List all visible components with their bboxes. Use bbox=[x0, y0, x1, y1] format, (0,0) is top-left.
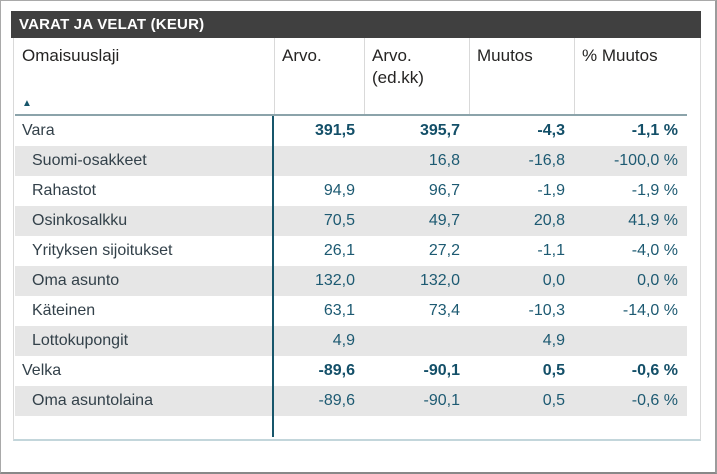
cell-value: 395,7 bbox=[419, 122, 460, 139]
column-header-label: % Muutos bbox=[582, 46, 658, 65]
cell-value: 70,5 bbox=[274, 206, 364, 236]
cell-value: 96,7 bbox=[428, 182, 460, 199]
column-header-label: Arvo. bbox=[372, 46, 412, 65]
cell-value: -4,0 % bbox=[631, 242, 678, 259]
cell-label: Velka bbox=[15, 356, 274, 386]
cell-value: -4,3 bbox=[537, 122, 565, 139]
cell-value: 73,4 bbox=[428, 302, 460, 319]
table-row-osinkosalkku[interactable]: Osinkosalkku 70,5 49,7 20,8 41,9 % bbox=[15, 206, 687, 236]
cell-value: -89,6 bbox=[274, 386, 364, 416]
table-row-k-teinen[interactable]: Käteinen 63,1 73,4 -10,3 -14,0 % bbox=[15, 296, 687, 326]
cell-value: -1,9 % bbox=[631, 182, 678, 199]
cell-value: 27,2 bbox=[428, 242, 460, 259]
table-header-row: Omaisuuslaji ▲ Arvo. Arvo. (ed.kk) Muutos % Mu… bbox=[15, 38, 687, 116]
column-header-muutos[interactable]: % Muutos bbox=[574, 38, 687, 114]
cell-value: 26,1 bbox=[323, 242, 355, 259]
cell-value: -1,1 bbox=[537, 242, 565, 259]
cell-value: -89,6 bbox=[318, 362, 355, 379]
cell-value: 16,8 bbox=[364, 146, 469, 176]
cell-value: 391,5 bbox=[314, 122, 355, 139]
cell-value bbox=[364, 326, 469, 356]
visual-title: VARAT JA VELAT (KEUR) bbox=[11, 11, 701, 38]
cell-value: -90,1 bbox=[364, 386, 469, 416]
cell-value: 132,0 bbox=[274, 266, 364, 296]
cell-value: -100,0 % bbox=[574, 146, 687, 176]
cell-label: Lottokupongit bbox=[15, 326, 274, 356]
cell-value: 4,9 bbox=[469, 326, 574, 356]
cell-value: 63,1 bbox=[323, 302, 355, 319]
cell-value: -14,0 % bbox=[622, 302, 678, 319]
table-row-vara[interactable]: Vara 391,5 395,7 -4,3 -1,1 % bbox=[15, 116, 687, 146]
cell-value: 0,0 bbox=[469, 266, 574, 296]
column-header-omaisuuslaji[interactable]: Omaisuuslaji ▲ bbox=[15, 38, 274, 114]
cell-value: 4,9 bbox=[274, 326, 364, 356]
cell-value: -90,1 bbox=[423, 362, 460, 379]
table-row-lottokupongit[interactable]: Lottokupongit 4,9 4,9 bbox=[15, 326, 687, 356]
table-row-rahastot[interactable]: Rahastot 94,9 96,7 -1,9 -1,9 % bbox=[15, 176, 687, 206]
table-row-oma-asuntolaina[interactable]: Oma asuntolaina -89,6 -90,1 0,5 -0,6 % bbox=[15, 386, 687, 416]
sort-ascending-icon[interactable]: ▲ bbox=[22, 98, 32, 109]
cell-label: Rahastot bbox=[15, 176, 274, 206]
cell-value: 0,5 bbox=[542, 362, 565, 379]
cell-value: 0,5 bbox=[469, 386, 574, 416]
cell-value: 41,9 % bbox=[574, 206, 687, 236]
cell-label: Vara bbox=[15, 116, 274, 146]
data-table: Omaisuuslaji ▲ Arvo. Arvo. (ed.kk) Muutos % Mu… bbox=[13, 38, 701, 441]
table-filler bbox=[15, 416, 687, 437]
cell-label: Oma asuntolaina bbox=[15, 386, 274, 416]
cell-value: 0,0 % bbox=[574, 266, 687, 296]
column-header-arvo-ed-kk[interactable]: Arvo. (ed.kk) bbox=[364, 38, 469, 114]
column-header-sublabel: (ed.kk) bbox=[372, 68, 424, 87]
cell-value: 20,8 bbox=[469, 206, 574, 236]
column-header-label: Omaisuuslaji bbox=[22, 46, 120, 65]
cell-value: -10,3 bbox=[528, 302, 565, 319]
cell-value: -1,9 bbox=[537, 182, 565, 199]
column-header-arvo[interactable]: Arvo. bbox=[274, 38, 364, 114]
cell-value: -0,6 % bbox=[631, 362, 678, 379]
cell-value bbox=[274, 146, 364, 176]
cell-label: Yrityksen sijoitukset bbox=[15, 236, 274, 266]
cell-value: 49,7 bbox=[364, 206, 469, 236]
table-body: Vara 391,5 395,7 -4,3 -1,1 % Suomi-osakkeet 16… bbox=[15, 116, 688, 416]
filler-divider bbox=[15, 416, 274, 437]
cell-label: Osinkosalkku bbox=[15, 206, 274, 236]
cell-value: -1,1 % bbox=[631, 122, 678, 139]
table-row-yrityksen-sijoitukset[interactable]: Yrityksen sijoitukset 26,1 27,2 -1,1 -4,0 % bbox=[15, 236, 687, 266]
column-header-muutos[interactable]: Muutos bbox=[469, 38, 574, 114]
table-row-oma-asunto[interactable]: Oma asunto 132,0 132,0 0,0 0,0 % bbox=[15, 266, 687, 296]
column-header-label: Muutos bbox=[477, 46, 533, 65]
column-header-label: Arvo. bbox=[282, 46, 322, 65]
cell-value bbox=[574, 326, 687, 356]
cell-value: -0,6 % bbox=[574, 386, 687, 416]
cell-value: 132,0 bbox=[364, 266, 469, 296]
table-row-suomi-osakkeet[interactable]: Suomi-osakkeet 16,8 -16,8 -100,0 % bbox=[15, 146, 687, 176]
cell-value: 94,9 bbox=[323, 182, 355, 199]
cell-label: Käteinen bbox=[15, 296, 274, 326]
cell-label: Suomi-osakkeet bbox=[15, 146, 274, 176]
cell-value: -16,8 bbox=[469, 146, 574, 176]
table-row-velka[interactable]: Velka -89,6 -90,1 0,5 -0,6 % bbox=[15, 356, 687, 386]
cell-label: Oma asunto bbox=[15, 266, 274, 296]
